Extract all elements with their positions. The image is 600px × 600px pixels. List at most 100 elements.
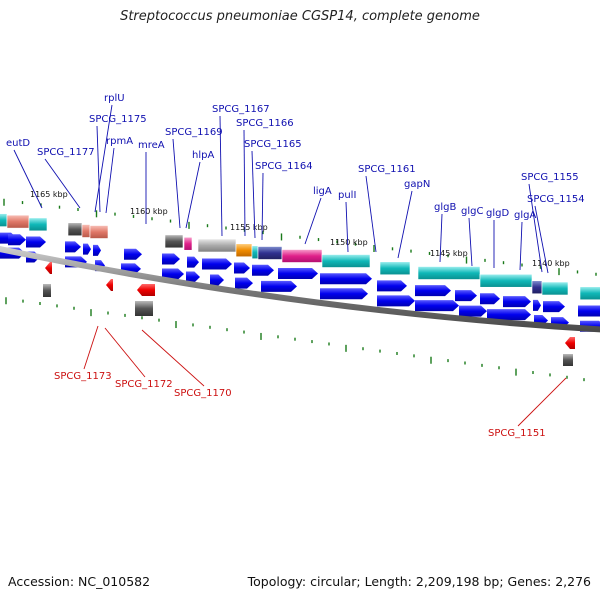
forward-gene-leader-19 bbox=[519, 221, 523, 271]
reverse-cds-arrow-3 bbox=[565, 337, 575, 349]
reverse-cog-block-1 bbox=[135, 301, 153, 316]
forward-gene-label-10: SPCG_1165 bbox=[244, 139, 302, 150]
genome-stats-label: Topology: circular; Length: 2,209,198 bp… bbox=[247, 574, 591, 589]
cog-block-10 bbox=[251, 245, 259, 260]
forward-gene-label-14: SPCG_1161 bbox=[358, 164, 416, 175]
forward-gene-label-5: mreA bbox=[138, 140, 165, 151]
forward-gene-label-12: ligA bbox=[313, 186, 332, 197]
cog-block-0 bbox=[0, 213, 8, 227]
forward-cds-arrow-1 bbox=[8, 234, 26, 246]
reverse-cds-arrow-2 bbox=[137, 284, 155, 296]
cog-track bbox=[0, 213, 600, 301]
forward-gene-leader-9 bbox=[243, 129, 246, 237]
forward-gene-leader-0 bbox=[13, 149, 43, 209]
genome-backbone bbox=[0, 246, 600, 333]
reverse-cds-track bbox=[43, 262, 575, 366]
forward-gene-leader-15 bbox=[397, 190, 413, 259]
forward-cds-arrow-2 bbox=[26, 236, 46, 248]
cog-block-18 bbox=[541, 281, 569, 296]
kbp-label-5: 1140 kbp bbox=[532, 259, 570, 268]
cog-block-13 bbox=[321, 254, 371, 268]
forward-gene-label-4: rpmA bbox=[106, 136, 133, 147]
forward-gene-leader-10 bbox=[251, 150, 256, 239]
forward-gene-label-11: SPCG_1164 bbox=[255, 161, 313, 172]
forward-cds-arrow-b6 bbox=[186, 271, 200, 283]
forward-cds-arrow-b12 bbox=[415, 300, 459, 312]
cog-block-16 bbox=[479, 273, 533, 288]
forward-gene-leader-4 bbox=[105, 147, 115, 214]
forward-gene-leader-6 bbox=[172, 138, 181, 229]
forward-gene-leader-14 bbox=[365, 175, 377, 253]
reverse-cds-arrow-1 bbox=[106, 279, 113, 291]
forward-gene-leader-16 bbox=[439, 213, 443, 263]
cog-block-2 bbox=[28, 217, 48, 232]
forward-gene-label-2: rplU bbox=[104, 93, 125, 104]
forward-cds-arrow-b8 bbox=[235, 277, 253, 289]
forward-cds-arrow-b13 bbox=[459, 305, 487, 317]
kbp-label-3: 1150 kbp bbox=[330, 238, 368, 247]
forward-gene-label-3: SPCG_1175 bbox=[89, 114, 147, 125]
kbp-labels: 1165 kbp 1160 kbp 1155 kbp 1150 kbp 1145 kbp… bbox=[30, 190, 570, 268]
forward-cds-arrow-b10 bbox=[320, 288, 368, 300]
map-title: Streptococcus pneumoniae CGSP14, complet… bbox=[120, 9, 480, 24]
forward-cds-arrow-11 bbox=[252, 264, 274, 276]
kbp-label-0: 1165 kbp bbox=[30, 190, 68, 199]
reverse-gene-leader-2 bbox=[141, 329, 205, 387]
cog-block-1 bbox=[6, 214, 30, 229]
forward-gene-leader-8 bbox=[219, 115, 223, 237]
forward-cds-arrow-13 bbox=[320, 273, 372, 285]
forward-gene-leader-2 bbox=[94, 104, 113, 213]
forward-gene-label-13: pulI bbox=[338, 190, 356, 201]
reverse-cog-block-2 bbox=[563, 354, 573, 366]
cog-block-15 bbox=[417, 266, 481, 280]
forward-gene-label-0: eutD bbox=[6, 138, 30, 149]
reverse-gene-label-0: SPCG_1173 bbox=[54, 371, 112, 382]
reverse-gene-label-3: SPCG_1151 bbox=[488, 428, 546, 439]
forward-gene-label-15: gapN bbox=[404, 179, 430, 190]
kbp-label-4: 1145 kbp bbox=[430, 249, 468, 258]
reverse-cds-arrow-0 bbox=[45, 262, 52, 274]
forward-gene-leader-17 bbox=[468, 217, 473, 267]
forward-cds-arrow-21 bbox=[578, 305, 600, 317]
forward-cds-arrow-10 bbox=[234, 262, 250, 274]
forward-cds-arrow-5 bbox=[93, 244, 101, 256]
forward-gene-leader-13 bbox=[345, 201, 349, 253]
cog-block-9 bbox=[235, 243, 253, 258]
cog-block-5 bbox=[89, 225, 109, 239]
forward-gene-leader-21 bbox=[534, 205, 549, 274]
forward-gene-leader-1 bbox=[44, 158, 81, 209]
cog-block-3 bbox=[67, 222, 83, 237]
accession-label: Accession: NC_010582 bbox=[8, 574, 151, 589]
forward-gene-leader-7 bbox=[185, 161, 201, 229]
forward-cds-arrow-14 bbox=[377, 280, 407, 292]
forward-cds-arrow-17 bbox=[480, 293, 500, 305]
reverse-gene-label-1: SPCG_1172 bbox=[115, 379, 173, 390]
cog-block-8 bbox=[197, 238, 237, 253]
forward-cds-arrow-19 bbox=[533, 299, 541, 311]
forward-cds-arrow-9 bbox=[202, 258, 232, 270]
forward-cds-arrow-b14 bbox=[487, 309, 531, 321]
kbp-label-2: 1155 kbp bbox=[230, 223, 268, 232]
forward-gene-label-21: SPCG_1154 bbox=[527, 194, 585, 205]
forward-gene-label-19: glgA bbox=[514, 210, 536, 221]
forward-cds-arrow-b5 bbox=[162, 268, 184, 280]
kbp-label-1: 1160 kbp bbox=[130, 207, 168, 216]
forward-gene-leader-3 bbox=[96, 125, 101, 213]
forward-cds-arrow-16 bbox=[455, 290, 477, 302]
scale-ticks bbox=[3, 198, 597, 382]
forward-gene-label-6: SPCG_1169 bbox=[165, 127, 223, 138]
forward-cds-arrow-8 bbox=[187, 256, 199, 268]
forward-cds-arrow-b7 bbox=[210, 274, 224, 286]
forward-cds-arrow-15 bbox=[415, 285, 451, 297]
forward-gene-label-9: SPCG_1166 bbox=[236, 118, 294, 129]
forward-gene-leader-20 bbox=[528, 183, 543, 273]
forward-cds-arrow-b11 bbox=[377, 295, 415, 307]
cog-block-19 bbox=[579, 286, 600, 301]
cog-block-11 bbox=[257, 246, 283, 260]
forward-gene-label-20: SPCG_1155 bbox=[521, 172, 579, 183]
cog-block-17 bbox=[531, 280, 543, 295]
forward-cds-arrow-7 bbox=[162, 253, 180, 265]
reverse-gene-leader-0 bbox=[83, 325, 99, 370]
forward-gene-label-8: SPCG_1167 bbox=[212, 104, 270, 115]
